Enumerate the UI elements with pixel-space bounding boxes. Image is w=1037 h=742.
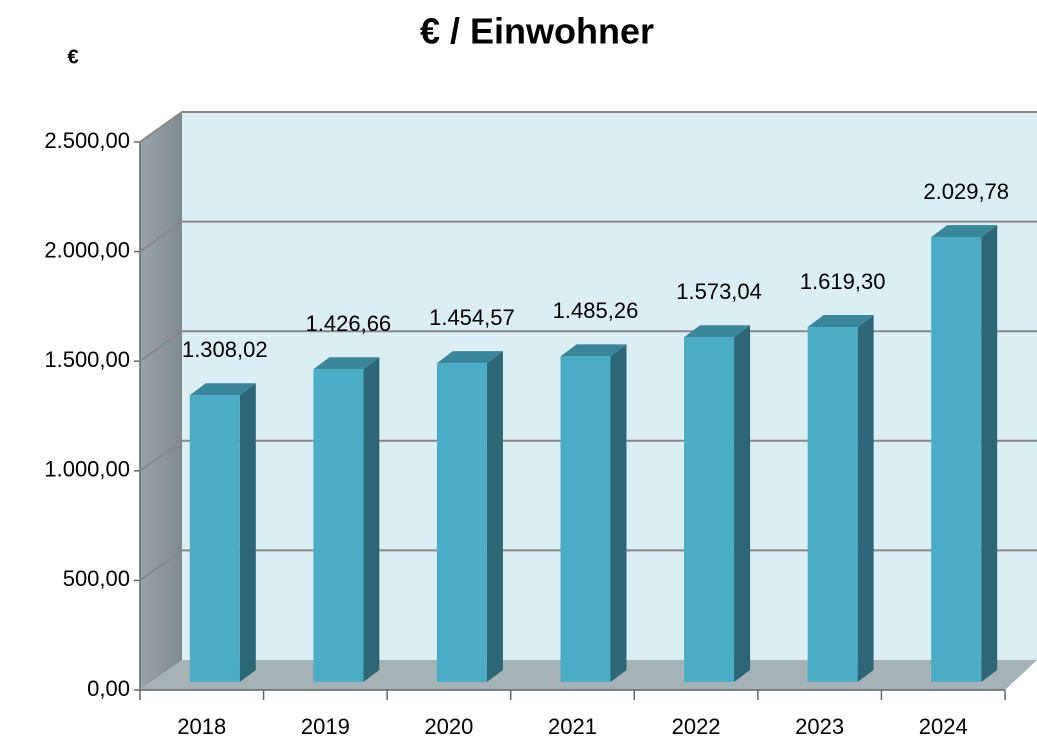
y-tick-label: 0,00 — [87, 676, 130, 701]
bar-top — [313, 357, 380, 370]
data-label: 2.029,78 — [923, 179, 1009, 204]
bar-side — [734, 325, 751, 682]
x-tick-label: 2022 — [672, 714, 721, 739]
bar-side — [363, 357, 380, 682]
bar — [189, 395, 240, 682]
grid-line — [139, 220, 1037, 253]
data-label: 1.308,02 — [182, 337, 268, 362]
x-tick-label: 2023 — [795, 714, 844, 739]
side-wall — [140, 112, 182, 690]
bar-top — [189, 383, 256, 396]
bar-side — [610, 344, 627, 682]
grid-line — [139, 330, 1037, 363]
x-tick-label: 2024 — [919, 714, 968, 739]
y-tick-label: 2.000,00 — [44, 237, 130, 262]
bar-side — [981, 225, 998, 683]
bar-top — [807, 315, 874, 328]
data-label: 1.485,26 — [553, 298, 639, 323]
grid-line — [139, 439, 1037, 472]
grid-line — [139, 111, 1037, 143]
bar — [436, 363, 487, 682]
bar — [313, 369, 364, 682]
bar — [560, 356, 611, 682]
data-label: 1.573,04 — [676, 279, 762, 304]
bar — [931, 237, 982, 683]
y-axis-label: € — [67, 46, 78, 68]
bar — [807, 327, 858, 682]
bar — [684, 337, 735, 682]
bar-top — [436, 351, 503, 364]
grid-line — [139, 549, 1037, 582]
x-tick-label: 2018 — [177, 714, 226, 739]
bar-side — [239, 383, 256, 682]
y-tick-label: 2.500,00 — [44, 128, 130, 153]
bar-top — [684, 325, 751, 338]
x-tick-label: 2021 — [548, 714, 597, 739]
data-label: 1.619,30 — [800, 269, 886, 294]
bar-top — [931, 225, 998, 238]
chart-title: € / Einwohner — [420, 11, 654, 52]
x-tick-label: 2020 — [424, 714, 473, 739]
bar-side — [486, 351, 503, 682]
x-tick-label: 2019 — [301, 714, 350, 739]
y-tick-label: 500,00 — [63, 566, 130, 591]
y-tick-label: 1.000,00 — [44, 457, 130, 482]
bar-side — [857, 315, 874, 682]
bar-top — [560, 344, 627, 357]
y-tick-label: 1.500,00 — [44, 347, 130, 372]
data-label: 1.454,57 — [429, 305, 515, 330]
data-label: 1.426,66 — [306, 311, 392, 336]
